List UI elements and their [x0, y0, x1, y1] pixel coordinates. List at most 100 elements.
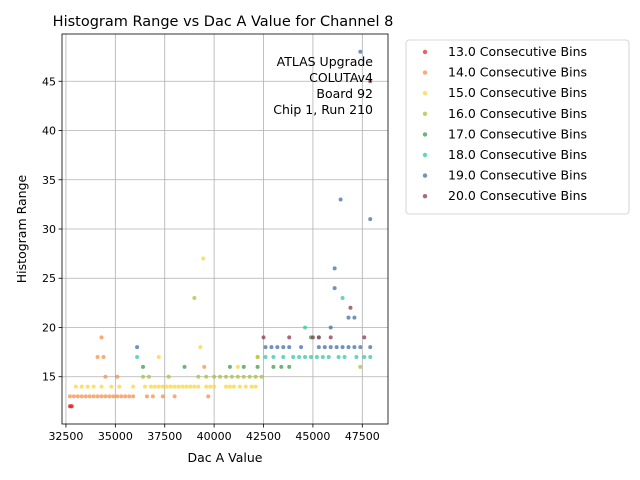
x-tick-label: 45000	[295, 430, 330, 443]
data-point	[71, 394, 76, 399]
data-point	[328, 345, 333, 350]
y-tick-label: 30	[42, 223, 56, 236]
series-3	[73, 256, 260, 389]
data-points	[67, 49, 373, 409]
data-point	[263, 355, 268, 360]
annotation-line: COLUTAv4	[309, 70, 373, 85]
data-point	[303, 355, 308, 360]
data-point	[206, 394, 211, 399]
x-tick-label: 37500	[147, 430, 182, 443]
data-point	[208, 384, 213, 389]
data-point	[243, 384, 248, 389]
data-point	[227, 384, 232, 389]
data-point	[241, 374, 246, 379]
data-point	[287, 364, 292, 369]
run-annotation: ATLAS Upgrade COLUTAv4 Board 92 Chip 1, …	[273, 54, 373, 117]
data-point	[320, 355, 325, 360]
annotation-line: Chip 1, Run 210	[273, 102, 373, 117]
y-tick-label: 25	[42, 272, 56, 285]
legend-frame	[405, 39, 630, 215]
x-tick-label: 47500	[345, 430, 380, 443]
data-point	[354, 355, 359, 360]
data-point	[340, 295, 345, 300]
data-point	[352, 345, 357, 350]
data-point	[172, 394, 177, 399]
data-point	[259, 374, 264, 379]
legend-marker	[422, 111, 428, 117]
data-point	[368, 345, 373, 350]
data-point	[255, 364, 260, 369]
data-point	[346, 315, 351, 320]
data-point	[103, 374, 108, 379]
data-point	[358, 364, 363, 369]
data-point	[223, 374, 228, 379]
data-point	[164, 384, 169, 389]
data-point	[91, 394, 96, 399]
data-point	[368, 79, 373, 84]
y-tick-label: 40	[42, 125, 56, 138]
data-point	[201, 256, 206, 261]
data-point	[204, 374, 209, 379]
series-1	[67, 404, 74, 409]
data-point	[346, 345, 351, 350]
legend-item: 15.0 Consecutive Bins	[422, 85, 587, 100]
y-tick-label: 35	[42, 174, 56, 187]
data-point	[127, 394, 132, 399]
legend-label: 19.0 Consecutive Bins	[448, 168, 587, 183]
data-point	[142, 384, 147, 389]
data-point	[255, 355, 260, 360]
legend-item: 17.0 Consecutive Bins	[422, 126, 587, 141]
data-point	[150, 394, 155, 399]
data-point	[336, 355, 341, 360]
annotation-line: Board 92	[316, 86, 373, 101]
data-point	[275, 345, 280, 350]
data-point	[340, 345, 345, 350]
data-point	[247, 374, 252, 379]
data-point	[291, 355, 296, 360]
data-point	[316, 335, 321, 340]
chart-title: Histogram Range vs Dac A Value for Chann…	[53, 14, 394, 30]
data-point	[281, 345, 286, 350]
data-point	[83, 394, 88, 399]
data-point	[314, 355, 319, 360]
data-point	[227, 364, 232, 369]
legend-marker	[422, 91, 428, 96]
data-point	[87, 394, 92, 399]
legend-marker	[422, 152, 428, 158]
legend-label: 15.0 Consecutive Bins	[448, 85, 587, 100]
x-axis-label: Dac A Value	[188, 450, 263, 465]
x-tick-label: 42500	[246, 430, 281, 443]
legend: 13.0 Consecutive Bins 14.0 Consecutive Bi…	[405, 39, 630, 215]
data-point	[253, 374, 258, 379]
data-point	[103, 394, 108, 399]
data-point	[328, 335, 333, 340]
data-point	[168, 384, 173, 389]
data-point	[235, 374, 240, 379]
series-8	[261, 79, 373, 340]
data-point	[281, 355, 286, 360]
data-point	[192, 384, 197, 389]
data-point	[115, 374, 120, 379]
data-point	[144, 394, 149, 399]
data-point	[182, 364, 187, 369]
data-point	[334, 345, 339, 350]
data-point	[231, 384, 236, 389]
series-2	[67, 335, 211, 399]
data-point	[229, 374, 234, 379]
data-point	[131, 384, 136, 389]
data-point	[271, 364, 276, 369]
annotation-line: ATLAS Upgrade	[277, 54, 374, 69]
data-point	[218, 374, 223, 379]
data-point	[338, 197, 343, 202]
data-point	[342, 355, 347, 360]
data-point	[297, 355, 302, 360]
data-point	[79, 384, 84, 389]
data-point	[235, 364, 240, 369]
data-point	[358, 345, 363, 350]
data-point	[328, 325, 333, 330]
data-point	[223, 384, 228, 389]
legend-item: 13.0 Consecutive Bins	[422, 44, 587, 59]
data-point	[196, 384, 201, 389]
data-point	[316, 345, 321, 350]
